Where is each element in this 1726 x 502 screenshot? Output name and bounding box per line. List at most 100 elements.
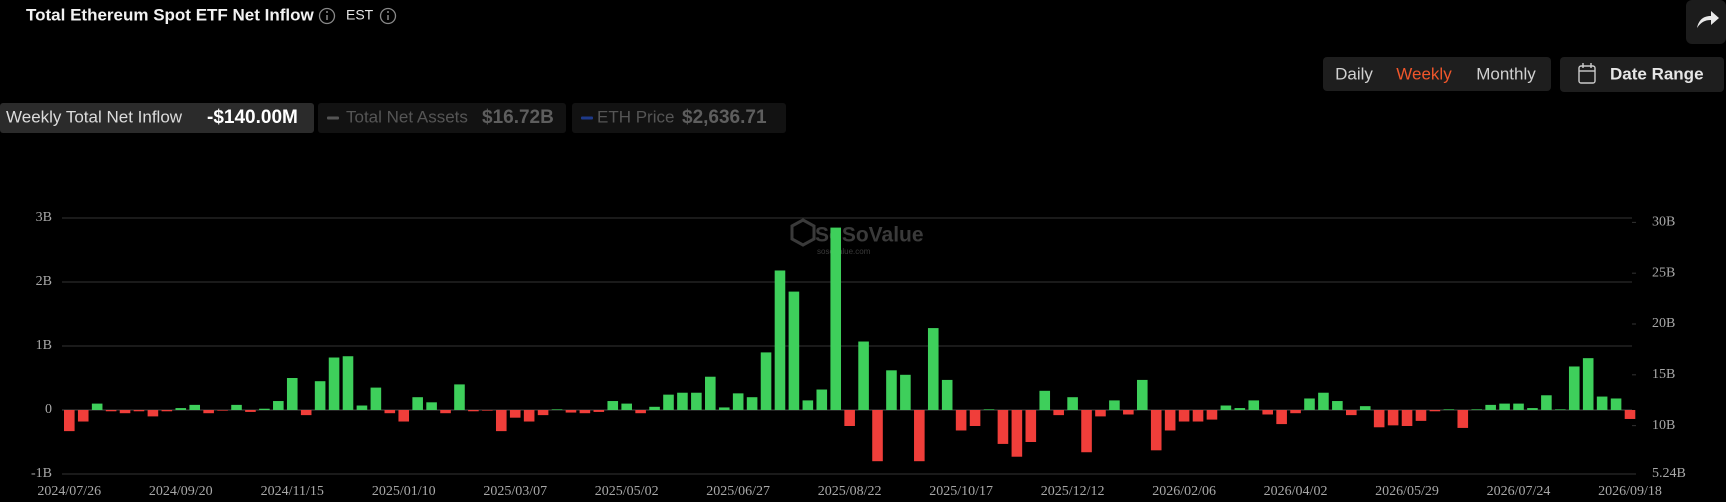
bar[interactable]: [1373, 410, 1385, 428]
bar[interactable]: [1527, 408, 1538, 410]
bar[interactable]: [621, 403, 632, 410]
bar[interactable]: [1346, 410, 1357, 416]
bar[interactable]: [1596, 396, 1608, 410]
bar[interactable]: [412, 397, 423, 410]
bar[interactable]: [537, 410, 549, 416]
bar[interactable]: [705, 376, 716, 410]
bar[interactable]: [259, 408, 270, 410]
bar[interactable]: [732, 393, 744, 410]
bar[interactable]: [370, 387, 382, 410]
bar[interactable]: [1415, 410, 1427, 421]
bar[interactable]: [384, 410, 396, 414]
bar[interactable]: [1095, 410, 1106, 417]
bar[interactable]: [1568, 366, 1580, 410]
bar[interactable]: [1485, 404, 1496, 410]
bar[interactable]: [579, 410, 591, 414]
bar[interactable]: [440, 410, 451, 414]
bar[interactable]: [635, 410, 646, 414]
bar[interactable]: [398, 410, 410, 422]
bar[interactable]: [217, 410, 228, 411]
bar[interactable]: [273, 401, 284, 410]
bar[interactable]: [495, 410, 507, 432]
bar[interactable]: [300, 410, 312, 416]
bar[interactable]: [1499, 403, 1510, 410]
bar[interactable]: [858, 341, 869, 410]
bar[interactable]: [914, 410, 925, 462]
legend-value[interactable]: -$140.00M: [207, 107, 298, 128]
bar[interactable]: [1109, 400, 1120, 410]
bar[interactable]: [342, 356, 354, 410]
bar[interactable]: [788, 291, 800, 410]
bar[interactable]: [1178, 410, 1190, 422]
bar[interactable]: [356, 405, 368, 410]
bar[interactable]: [1359, 406, 1371, 410]
bar[interactable]: [77, 410, 89, 422]
bar[interactable]: [482, 410, 493, 411]
bar[interactable]: [969, 410, 981, 426]
bar[interactable]: [1067, 397, 1078, 410]
bar[interactable]: [175, 408, 187, 410]
bar[interactable]: [64, 410, 75, 432]
bar[interactable]: [1401, 410, 1413, 426]
bar[interactable]: [1541, 395, 1552, 410]
bar[interactable]: [147, 410, 159, 417]
bar[interactable]: [1443, 409, 1455, 410]
bar[interactable]: [1234, 408, 1246, 410]
bar[interactable]: [189, 404, 201, 410]
bar[interactable]: [649, 406, 660, 410]
bar[interactable]: [1025, 410, 1037, 442]
bar[interactable]: [161, 410, 173, 412]
bar[interactable]: [816, 389, 828, 410]
bar[interactable]: [286, 378, 298, 410]
bar[interactable]: [1582, 358, 1594, 410]
bar[interactable]: [830, 227, 842, 410]
bar[interactable]: [802, 400, 814, 410]
bar[interactable]: [1513, 403, 1524, 410]
bar[interactable]: [91, 403, 103, 410]
bar[interactable]: [1332, 401, 1343, 410]
bar[interactable]: [1011, 410, 1023, 457]
bar[interactable]: [760, 352, 772, 410]
bar[interactable]: [1206, 410, 1218, 420]
bar[interactable]: [1290, 410, 1301, 414]
bar[interactable]: [1123, 410, 1134, 415]
bar[interactable]: [314, 381, 326, 410]
bar[interactable]: [426, 402, 437, 410]
bar[interactable]: [886, 370, 897, 410]
bar[interactable]: [1624, 410, 1636, 419]
bar[interactable]: [468, 410, 479, 412]
date-range-label[interactable]: Date Range: [1610, 64, 1704, 83]
bar[interactable]: [900, 374, 911, 410]
bar[interactable]: [328, 357, 340, 410]
timeframe-option[interactable]: Daily: [1335, 64, 1373, 83]
legend-value[interactable]: $2,636.71: [682, 107, 767, 128]
bar[interactable]: [1429, 410, 1441, 412]
bar[interactable]: [746, 397, 758, 410]
legend-label[interactable]: ETH Price: [597, 107, 674, 126]
bar[interactable]: [955, 410, 967, 431]
bar[interactable]: [551, 409, 563, 410]
bar[interactable]: [1136, 379, 1148, 410]
bar[interactable]: [1192, 410, 1204, 422]
bar[interactable]: [663, 394, 674, 410]
bar[interactable]: [1555, 409, 1566, 410]
bar[interactable]: [1304, 398, 1315, 410]
bar[interactable]: [927, 328, 939, 410]
share-button[interactable]: [1686, 0, 1726, 44]
legend-label[interactable]: Total Net Assets: [346, 107, 468, 126]
bar[interactable]: [983, 409, 995, 410]
bar[interactable]: [844, 410, 855, 426]
bar[interactable]: [133, 410, 145, 412]
legend-label[interactable]: Weekly Total Net Inflow: [6, 107, 183, 126]
bar[interactable]: [1276, 410, 1287, 425]
info-icon[interactable]: [318, 7, 336, 25]
bar[interactable]: [1318, 392, 1329, 410]
bar[interactable]: [203, 410, 214, 414]
bar[interactable]: [997, 410, 1009, 444]
bar[interactable]: [1471, 409, 1483, 410]
legend-pill[interactable]: [572, 103, 786, 133]
bar[interactable]: [691, 392, 702, 410]
bar[interactable]: [941, 379, 953, 410]
legend-pill[interactable]: [318, 103, 566, 133]
bar[interactable]: [607, 401, 619, 410]
